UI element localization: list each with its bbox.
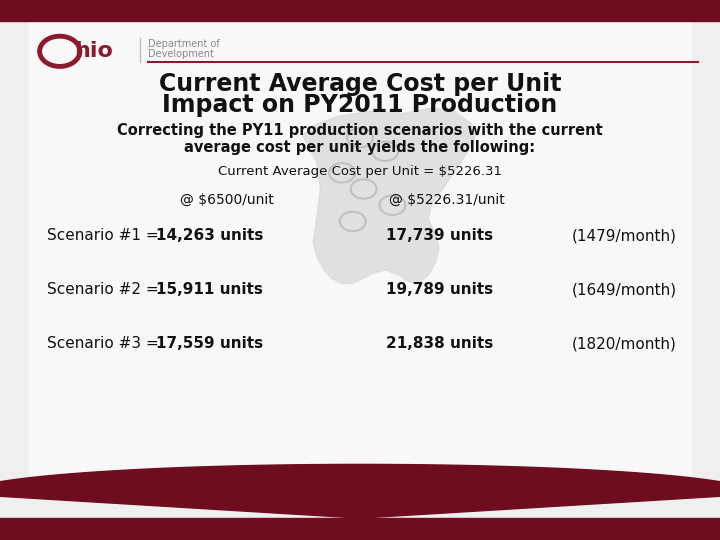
Text: 17,559 units: 17,559 units [156, 336, 263, 352]
Polygon shape [302, 108, 475, 284]
Text: 19,789 units: 19,789 units [386, 282, 493, 298]
Bar [29, 22, 691, 475]
Text: Current Average Cost per Unit = $5226.31: Current Average Cost per Unit = $5226.31 [218, 165, 502, 178]
Text: Correcting the PY11 production scenarios with the current: Correcting the PY11 production scenarios… [117, 123, 603, 138]
Text: 14,263 units: 14,263 units [156, 228, 263, 244]
Bar [0, 518, 720, 540]
Polygon shape [0, 464, 720, 540]
Text: (1649/month): (1649/month) [572, 282, 677, 298]
Text: (1820/month): (1820/month) [572, 336, 677, 352]
Text: @ $5226.31/unit: @ $5226.31/unit [389, 193, 504, 207]
Text: Scenario #3 =: Scenario #3 = [47, 336, 163, 352]
Text: Department of: Department of [148, 39, 220, 49]
Text: 17,739 units: 17,739 units [386, 228, 493, 244]
Text: Impact on PY2011 Production: Impact on PY2011 Production [163, 93, 557, 117]
Text: Development: Development [148, 49, 213, 59]
Text: average cost per unit yields the following:: average cost per unit yields the followi… [184, 140, 536, 155]
Text: 15,911 units: 15,911 units [156, 282, 263, 298]
Bar [0, 0, 720, 21]
Text: 21,838 units: 21,838 units [386, 336, 493, 352]
Text: @ $6500/unit: @ $6500/unit [180, 193, 274, 207]
Text: (1479/month): (1479/month) [572, 228, 677, 244]
Text: Scenario #2 =: Scenario #2 = [47, 282, 163, 298]
Text: Scenario #1 =: Scenario #1 = [47, 228, 163, 244]
Text: hio: hio [74, 41, 113, 62]
Text: Current Average Cost per Unit: Current Average Cost per Unit [158, 72, 562, 96]
